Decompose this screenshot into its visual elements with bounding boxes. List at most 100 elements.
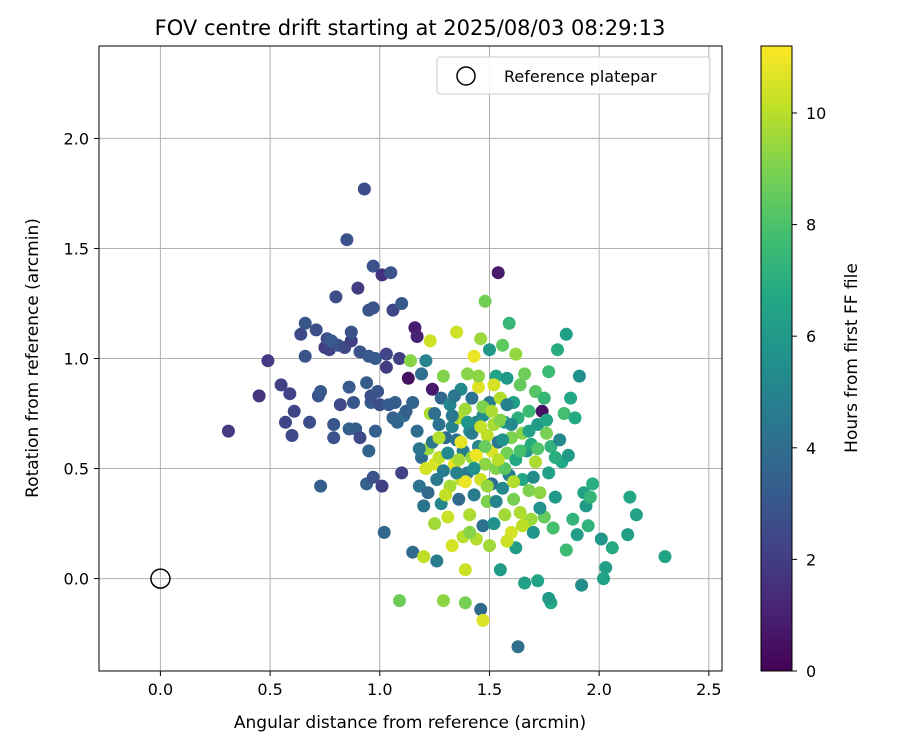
y-tick-label: 0.5 xyxy=(64,460,89,479)
data-point xyxy=(551,343,564,357)
legend-box xyxy=(436,56,711,95)
data-point xyxy=(586,477,600,491)
data-point xyxy=(553,433,567,447)
data-point xyxy=(329,290,343,304)
data-point xyxy=(347,396,360,409)
data-point xyxy=(417,550,431,564)
data-point xyxy=(583,490,597,504)
data-point xyxy=(542,591,556,605)
data-point xyxy=(526,470,540,484)
data-point xyxy=(564,391,578,405)
data-point xyxy=(542,466,556,480)
data-point xyxy=(314,385,328,398)
data-point xyxy=(406,396,420,409)
data-point xyxy=(445,539,459,553)
data-point xyxy=(377,525,391,539)
data-point xyxy=(467,488,481,502)
data-point xyxy=(474,420,488,434)
colorbar-tick-label: 0 xyxy=(806,662,816,681)
data-point xyxy=(406,545,420,559)
data-point xyxy=(458,475,472,489)
data-point xyxy=(298,316,312,330)
data-point xyxy=(333,398,347,412)
data-point xyxy=(487,378,501,392)
data-points xyxy=(221,182,672,654)
data-point xyxy=(540,426,553,440)
data-point xyxy=(522,484,536,497)
data-point xyxy=(515,519,529,533)
data-point xyxy=(294,327,308,341)
data-point xyxy=(410,330,424,343)
data-point xyxy=(463,508,477,522)
data-point xyxy=(454,435,468,449)
data-point xyxy=(439,488,453,502)
data-point xyxy=(303,415,317,429)
data-point xyxy=(474,332,488,346)
data-point xyxy=(518,576,532,590)
data-point xyxy=(531,442,545,456)
data-point xyxy=(504,418,518,431)
data-point xyxy=(436,594,450,608)
data-point xyxy=(461,415,474,429)
data-point xyxy=(379,347,393,361)
y-tick-label: 0.0 xyxy=(64,570,89,589)
data-point xyxy=(561,448,575,462)
data-point xyxy=(531,574,545,588)
data-point xyxy=(458,402,472,416)
data-point xyxy=(493,413,507,427)
data-point xyxy=(496,338,510,352)
data-point xyxy=(540,413,553,427)
data-point xyxy=(605,541,619,555)
x-tick-label: 0.5 xyxy=(257,680,282,699)
data-point xyxy=(366,470,380,484)
data-point xyxy=(568,411,582,425)
y-tick-label: 1.0 xyxy=(64,350,89,369)
data-point xyxy=(430,554,444,568)
data-point xyxy=(467,349,481,363)
x-tick-label: 2.0 xyxy=(586,680,611,699)
data-point xyxy=(366,301,380,315)
data-point xyxy=(493,563,507,577)
data-point xyxy=(410,424,424,438)
data-point xyxy=(432,418,446,431)
data-point xyxy=(419,462,433,475)
data-point xyxy=(502,316,516,330)
data-point xyxy=(285,429,299,442)
y-axis-label: Rotation from reference (arcmin) xyxy=(23,218,43,498)
data-point xyxy=(489,495,503,508)
data-point xyxy=(375,479,389,493)
data-point xyxy=(357,182,371,196)
data-point xyxy=(500,534,514,548)
data-point xyxy=(594,532,608,546)
data-point xyxy=(513,506,527,519)
x-tick-label: 0.0 xyxy=(148,680,173,699)
data-point xyxy=(548,451,562,464)
data-point xyxy=(261,354,275,368)
data-point xyxy=(287,404,301,418)
data-point xyxy=(360,376,374,390)
data-point xyxy=(465,391,479,405)
data-point xyxy=(485,404,499,418)
data-point xyxy=(572,369,586,383)
data-point xyxy=(441,446,455,460)
data-point xyxy=(581,519,595,533)
colorbar-tick-label: 10 xyxy=(806,104,826,123)
data-point xyxy=(480,479,494,493)
data-point xyxy=(362,444,376,458)
data-point xyxy=(597,572,610,586)
data-point xyxy=(467,462,481,475)
data-point xyxy=(513,378,527,392)
x-tick-label: 2.5 xyxy=(696,680,721,699)
data-point xyxy=(327,431,341,445)
data-point xyxy=(298,349,312,363)
colorbar-tick-label: 8 xyxy=(806,216,816,235)
data-point xyxy=(496,481,510,495)
data-point xyxy=(498,508,512,522)
data-point xyxy=(566,512,580,526)
data-point xyxy=(476,519,490,533)
data-point xyxy=(487,517,501,531)
data-point xyxy=(533,501,547,515)
data-point xyxy=(507,492,521,506)
data-point xyxy=(379,360,393,374)
